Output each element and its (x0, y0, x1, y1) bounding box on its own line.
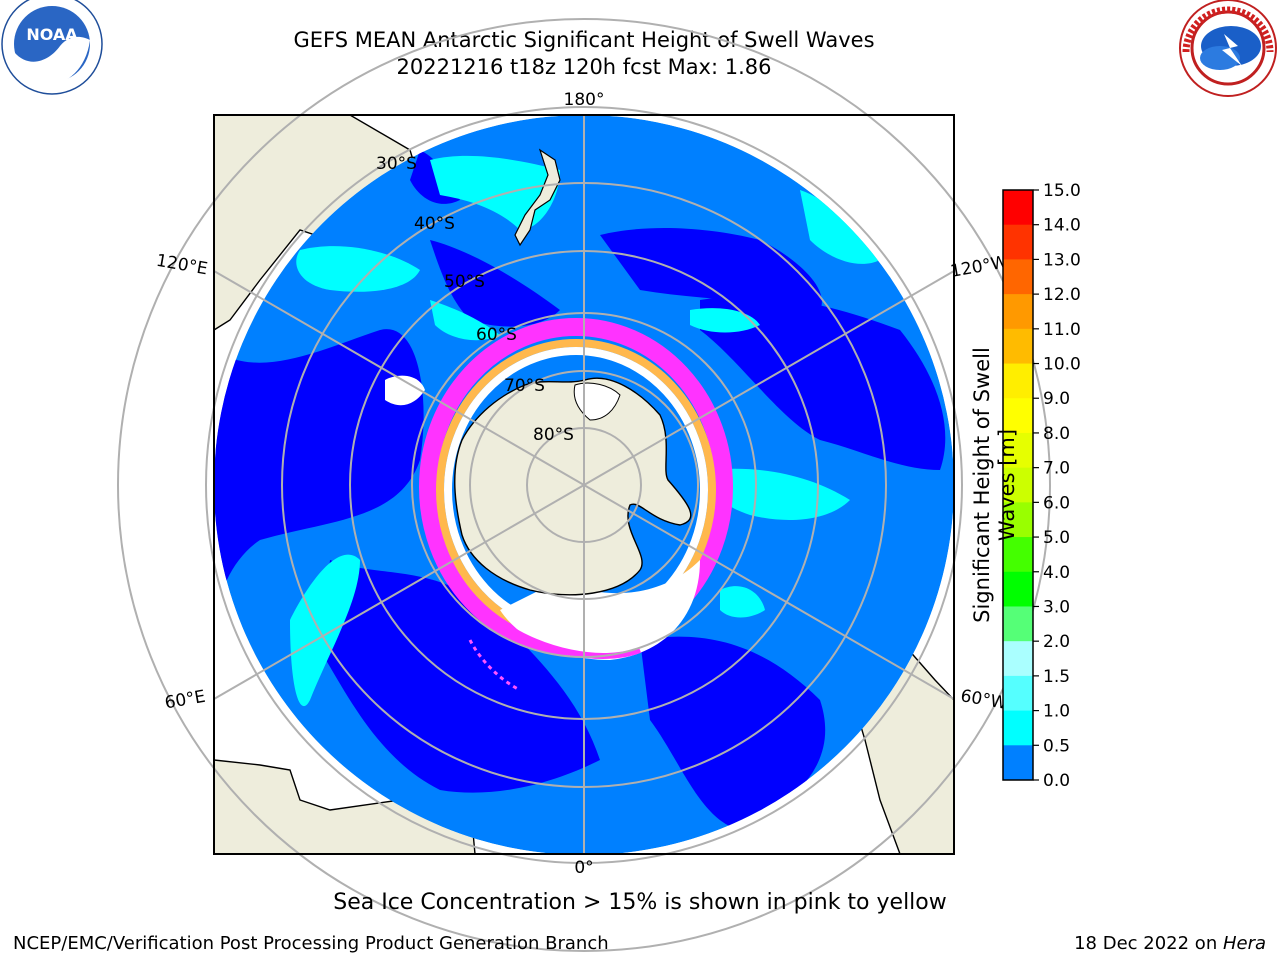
colorbar-tick-label: 6.0 (1043, 493, 1070, 513)
lon-label-120e: 120°E (155, 251, 209, 280)
lon-label-180: 180° (564, 90, 605, 110)
colorbar-block (1003, 432, 1033, 469)
colorbar-tick-label: 11.0 (1043, 320, 1081, 340)
colorbar-block (1003, 398, 1033, 434)
footer-date: 18 Dec 2022 on Hera (1074, 933, 1266, 954)
chart-subtitle-date: 20221216 t18z 120h fcst Max: 1.86 (396, 55, 772, 79)
colorbar-block (1003, 502, 1033, 538)
colorbar-tick-label: 14.0 (1043, 216, 1081, 236)
colorbar-block (1003, 675, 1033, 712)
lat-label-70s: 70°S (504, 376, 545, 396)
colorbar-tick-label: 0.5 (1043, 736, 1070, 756)
nws-logo (1179, 0, 1277, 97)
lon-label-0: 0° (574, 858, 593, 878)
footer-date-text: 18 Dec 2022 on (1074, 933, 1223, 954)
colorbar-tick-label: 12.0 (1043, 285, 1081, 305)
sea-ice-note: Sea Ice Concentration > 15% is shown in … (333, 890, 947, 915)
map-frame (213, 114, 955, 855)
lat-label-40s: 40°S (414, 214, 455, 234)
africa-land (214, 759, 476, 854)
colorbar-title: Significant Height of Swell Waves [m] (970, 335, 1030, 635)
colorbar-block (1003, 328, 1033, 365)
colorbar-tick-label: 3.0 (1043, 597, 1070, 617)
colorbar-block (1003, 294, 1033, 330)
colorbar-block (1003, 467, 1033, 503)
chart-title: GEFS MEAN Antarctic Significant Height o… (293, 28, 875, 52)
graticule (117, 18, 1051, 952)
colorbar-block (1003, 641, 1033, 677)
colorbar-block (1003, 363, 1033, 399)
colorbar-tick-label: 13.0 (1043, 250, 1081, 270)
colorbar-tick-label: 7.0 (1043, 459, 1070, 479)
lat-label-80s: 80°S (533, 425, 574, 445)
colorbar-tick-label: 1.0 (1043, 702, 1070, 722)
colorbar-tick-label: 10.0 (1043, 355, 1081, 375)
lon-label-60e: 60°E (163, 687, 207, 714)
lat-label-30s: 30°S (376, 154, 417, 174)
colorbar-title-line1: Significant Height of Swell (970, 347, 994, 623)
colorbar-tick-label: 5.0 (1043, 528, 1070, 548)
colorbar-block (1003, 259, 1033, 295)
lat-label-50s: 50°S (444, 272, 485, 292)
colorbar-block (1003, 606, 1033, 642)
colorbar-block (1003, 224, 1033, 260)
noaa-logo: NOAA (1, 0, 103, 95)
colorbar-title-line2: Waves [m] (995, 428, 1019, 542)
colorbar-block (1003, 710, 1033, 746)
new-zealand-land (514, 148, 561, 247)
footer-host: Hera (1222, 933, 1266, 954)
colorbar-tick-label: 8.0 (1043, 424, 1070, 444)
colorbar: 15.0 14.0 13.0 12.0 11.0 10.0 9.0 8.0 7.0 6.0 5.0 4… (1002, 181, 1081, 790)
colorbar-block (1003, 571, 1033, 607)
colorbar-tick-label: 2.0 (1043, 632, 1070, 652)
colorbar-tick-label: 9.0 (1043, 389, 1070, 409)
antarctica-land (454, 377, 692, 596)
noaa-logo-text: NOAA (26, 25, 78, 44)
footer-credit: NCEP/EMC/Verification Post Processing Pr… (13, 933, 609, 954)
colorbar-tick-label: 4.0 (1043, 563, 1070, 583)
colorbar-tick-label: 15.0 (1043, 181, 1081, 201)
colorbar-block (1003, 537, 1033, 573)
colorbar-tick-label: 0.0 (1043, 771, 1070, 790)
colorbar-tick-label: 1.5 (1043, 667, 1070, 687)
colorbar-block (1003, 190, 1033, 226)
lat-label-60s: 60°S (476, 325, 517, 345)
colorbar-block (1003, 745, 1033, 781)
